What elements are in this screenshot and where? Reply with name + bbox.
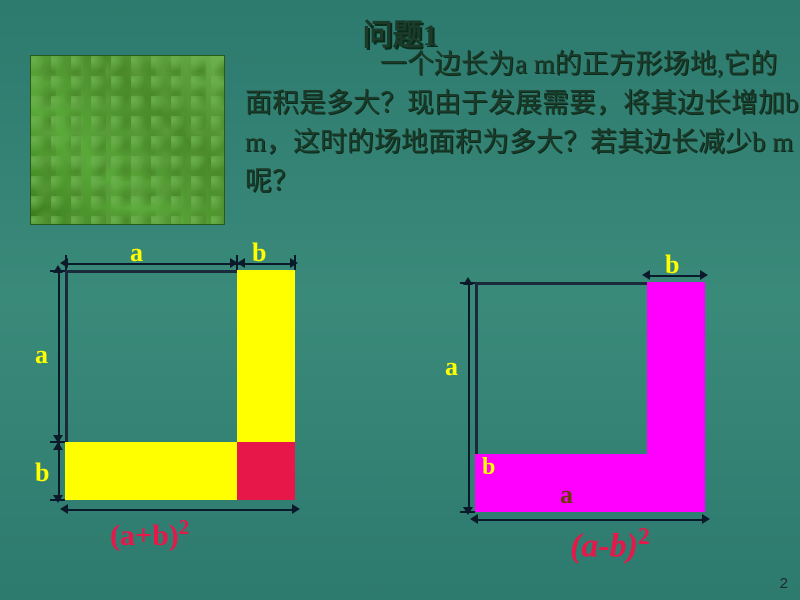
arrow-icon bbox=[463, 277, 473, 285]
dim-line bbox=[475, 519, 705, 521]
strip-right bbox=[237, 270, 295, 442]
arrow-icon bbox=[60, 504, 68, 514]
formula-a-plus-b: (a+b)2 bbox=[110, 515, 189, 553]
label-b-inside: b bbox=[482, 454, 495, 481]
diagram-a-plus-b: a b a b (a+b)2 bbox=[30, 240, 310, 550]
formula-a-minus-b: (a-b)2 bbox=[570, 524, 650, 565]
arrow-icon bbox=[470, 514, 478, 524]
label-a-top: a bbox=[130, 238, 143, 268]
page-number: 2 bbox=[780, 575, 788, 592]
arrow-icon bbox=[237, 258, 245, 268]
arrow-icon bbox=[53, 495, 63, 503]
arrow-icon bbox=[642, 270, 650, 280]
arrow-icon bbox=[700, 270, 708, 280]
label-b-top: b bbox=[665, 250, 679, 280]
arrow-icon bbox=[53, 265, 63, 273]
strip-bottom bbox=[65, 442, 237, 500]
label-b-left: b bbox=[35, 458, 49, 488]
arrow-icon bbox=[53, 442, 63, 450]
diagram-a-minus-b: a b b a (a-b)2 bbox=[440, 262, 720, 572]
corner-square bbox=[237, 442, 295, 500]
dim-line bbox=[468, 282, 470, 512]
label-b-top: b bbox=[252, 238, 266, 268]
problem-text: 一个边长为a m的正方形场地,它的面积是多大？现由于发展需要，将其边长增加b m… bbox=[245, 45, 800, 202]
label-a-left: a bbox=[35, 340, 48, 370]
strip-bottom bbox=[475, 454, 705, 512]
dim-line bbox=[58, 270, 60, 500]
arrow-icon bbox=[702, 514, 710, 524]
dim-line bbox=[65, 509, 295, 511]
strip-right bbox=[647, 282, 705, 454]
label-a-left: a bbox=[445, 352, 458, 382]
grass-image bbox=[30, 55, 225, 225]
arrow-icon bbox=[292, 504, 300, 514]
problem-text-content: 一个边长为a m的正方形场地,它的面积是多大？现由于发展需要，将其边长增加b m… bbox=[245, 49, 799, 196]
label-a-inside: a bbox=[560, 480, 573, 510]
arrow-icon bbox=[290, 258, 298, 268]
